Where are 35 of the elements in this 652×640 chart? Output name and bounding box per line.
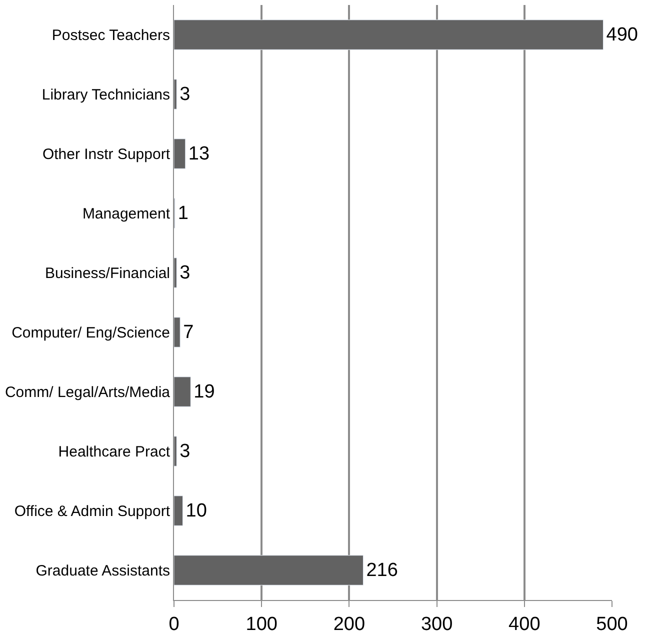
y-tick-label: Other Instr Support [42,146,171,163]
y-tick-label: Comm/ Legal/Arts/Media [4,384,171,401]
data-label: 216 [366,560,398,581]
data-label: 19 [194,381,215,402]
data-label: 1 [178,202,188,224]
data-label: 490 [606,24,638,46]
x-tick-label: 200 [333,614,366,635]
y-tick-label: Business/Financial [44,265,170,282]
data-label: 3 [180,84,190,105]
bar [174,376,191,407]
bar [174,258,177,288]
bar [174,436,177,466]
data-label: 3 [180,262,190,284]
y-tick-label: Healthcare Pract [58,444,171,460]
y-tick-label: Management [82,206,171,222]
x-tick-label: 0 [168,614,180,635]
bar [174,138,186,169]
y-tick-label: Graduate Assistants [36,562,170,580]
y-tick-label: Postsec Teachers [52,27,170,44]
data-label: 3 [180,440,190,462]
data-label: 7 [183,322,194,343]
x-tick-label: 300 [420,614,453,635]
bar [174,555,364,586]
y-tick-label: Computer/ Eng/Science [12,324,170,342]
data-label: 13 [188,143,210,164]
y-tick-label: Office & Admin Support [14,503,171,520]
bar [174,496,184,526]
x-tick-label: 500 [596,614,628,635]
x-tick-label: 400 [508,614,540,635]
data-label: 10 [186,500,207,522]
bar [174,20,604,50]
y-tick-label: Library Technicians [42,86,170,104]
x-tick-label: 100 [246,614,278,635]
bar [174,317,180,348]
bar [174,79,177,110]
